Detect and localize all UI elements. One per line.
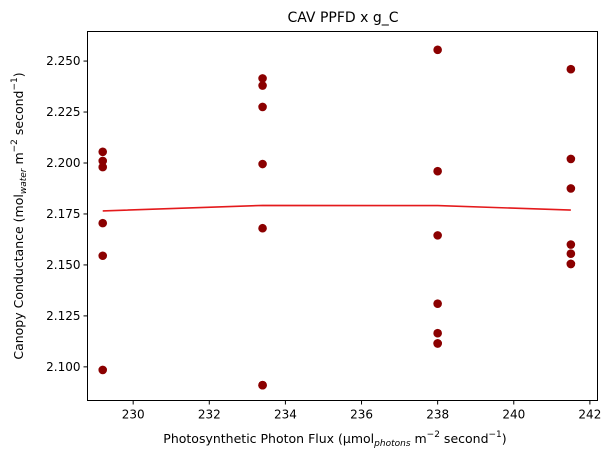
- scatter-point: [566, 154, 576, 164]
- scatter-point: [566, 259, 576, 269]
- scatter-point: [98, 156, 108, 166]
- scatter-point: [433, 231, 442, 240]
- scatter-point: [433, 45, 442, 55]
- scatter-point: [433, 328, 442, 338]
- scatter-point: [258, 380, 267, 390]
- chart-title: CAV PPFD x g_C: [287, 10, 398, 26]
- fit-line: [102, 204, 571, 212]
- x-axis-ticks: 230 232 234 236 238 240 242: [122, 400, 601, 422]
- scatter-point: [433, 299, 442, 308]
- x-tick-label: 236: [350, 408, 373, 422]
- y-tick-label: 2.250: [46, 54, 80, 68]
- y-axis-ticks: 2.100 2.125 2.150 2.175 2.200 2.225 2.250: [46, 54, 88, 374]
- scatter-point: [258, 74, 267, 83]
- scatter-point: [566, 240, 576, 249]
- scatter-point: [258, 81, 267, 90]
- scatter-point: [258, 223, 267, 233]
- scatter-point: [566, 64, 576, 74]
- scatter-points: [98, 45, 576, 390]
- scatter-point: [258, 102, 267, 112]
- scatter-point: [98, 147, 108, 157]
- scatter-point: [98, 162, 108, 172]
- x-tick-label: 242: [578, 408, 601, 422]
- scatter-point: [566, 184, 576, 193]
- x-tick-label: 230: [122, 408, 145, 422]
- y-axis-label: Canopy Conductance (molwater m−2 second−…: [10, 72, 29, 359]
- y-tick-label: 2.225: [46, 105, 80, 119]
- x-tick-label: 240: [502, 408, 525, 422]
- scatter-point: [433, 166, 442, 176]
- scatter-point: [98, 251, 108, 261]
- x-axis-label: Photosynthetic Photon Flux (µmolphotons …: [163, 430, 506, 449]
- scatter-point: [433, 339, 442, 348]
- y-tick-label: 2.175: [46, 207, 80, 221]
- scatter-point: [98, 218, 108, 228]
- scatter-point: [258, 159, 267, 169]
- plot-frame: [87, 31, 598, 401]
- x-tick-label: 238: [426, 408, 449, 422]
- y-tick-label: 2.100: [46, 360, 80, 374]
- y-tick-label: 2.200: [46, 156, 80, 170]
- plot-area: [87, 31, 598, 401]
- y-tick-label: 2.125: [46, 309, 80, 323]
- fit-line-layer: [102, 204, 571, 212]
- y-tick-label: 2.150: [46, 258, 80, 272]
- x-tick-label: 234: [274, 408, 297, 422]
- x-tick-label: 232: [198, 408, 221, 422]
- scatter-point: [98, 365, 108, 375]
- scatter-point: [566, 249, 576, 259]
